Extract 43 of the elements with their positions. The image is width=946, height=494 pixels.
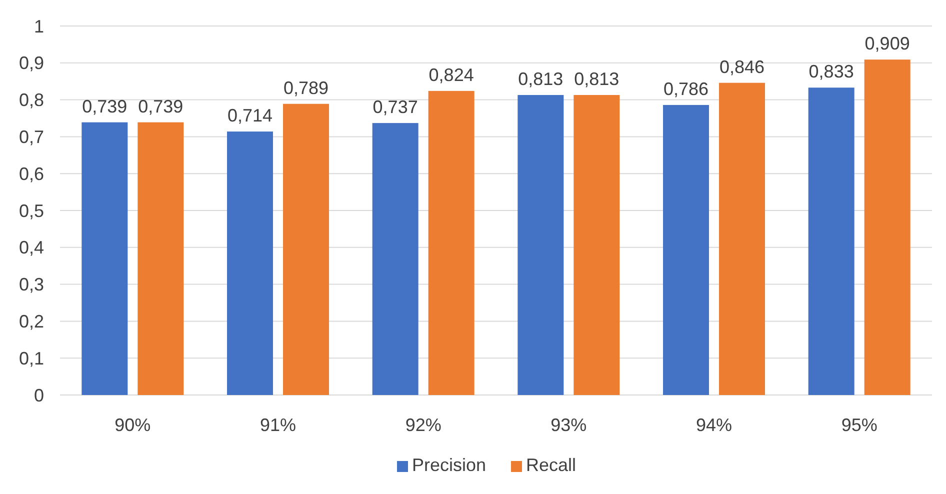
data-label: 0,824 [428,64,474,85]
x-tick-label: 95% [841,415,878,435]
data-label: 0,739 [82,96,128,116]
bar [372,123,418,395]
bar [864,60,910,395]
legend-label: Recall [526,455,576,475]
x-tick-label: 94% [696,415,732,435]
x-tick-label: 92% [405,415,442,435]
y-tick-label: 0,9 [18,53,44,74]
data-label: 0,909 [864,34,910,54]
bar [428,90,474,395]
y-tick-label: 0,8 [18,90,44,110]
y-tick-label: 0 [34,385,44,406]
data-label: 0,739 [138,96,184,116]
y-tick-label: 0,4 [18,238,44,258]
y-tick-label: 0,3 [18,274,44,295]
y-tick-label: 0,6 [18,164,44,184]
bar [808,88,854,395]
data-label: 0,813 [574,69,620,90]
bar [82,122,128,395]
y-tick-label: 0,2 [18,312,44,332]
data-label: 0,833 [808,62,854,82]
data-label: 0,737 [372,97,418,118]
data-label: 0,714 [227,106,273,126]
x-tick-label: 90% [114,415,151,435]
legend-label: Precision [412,455,486,475]
data-label: 0,789 [283,78,329,98]
bar [283,104,329,395]
data-label: 0,846 [719,56,765,77]
y-tick-label: 0,5 [18,200,44,221]
y-tick-label: 0,7 [18,127,44,147]
bar [663,104,709,395]
bar [227,132,273,395]
x-tick-label: 93% [550,415,587,435]
x-tick-label: 91% [260,415,296,435]
bar [574,95,620,395]
bar [138,122,184,395]
y-tick-label: 1 [34,16,44,36]
bar [518,95,564,395]
data-label: 0,813 [518,69,564,90]
y-tick-label: 0,1 [18,348,44,368]
data-label: 0,786 [663,78,709,99]
bar [719,82,765,395]
